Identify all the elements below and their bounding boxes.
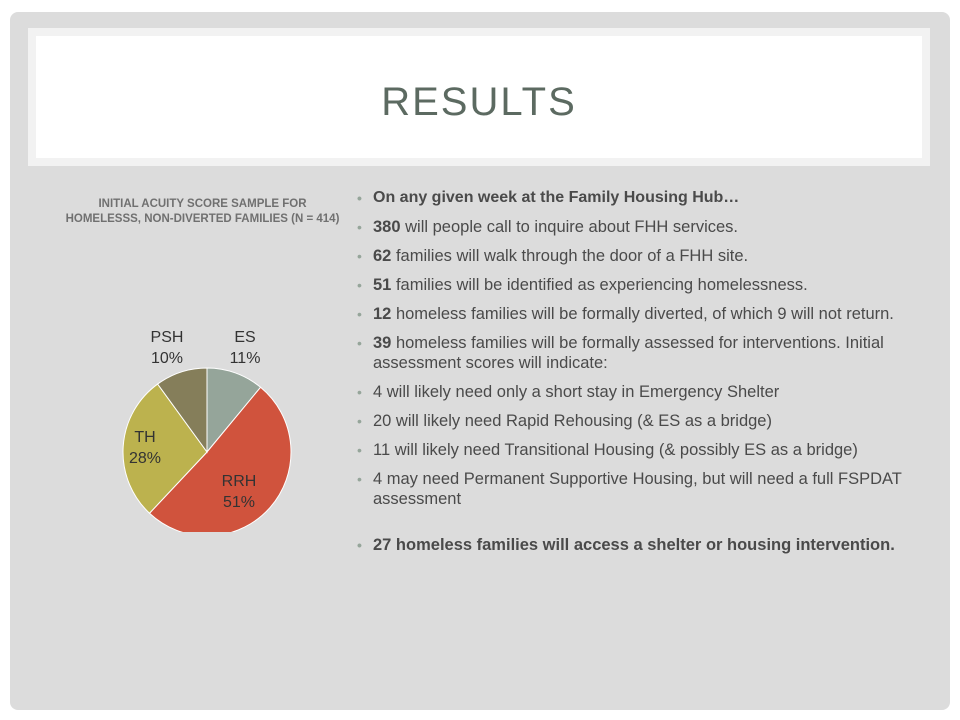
bullet-list: On any given week at the Family Housing … xyxy=(355,188,925,564)
chart-title: INITIAL ACUITY SCORE SAMPLE FOR HOMELESS… xyxy=(65,198,340,225)
bullet-es: 4 will likely need only a short stay in … xyxy=(355,382,925,402)
pie-pct-th: 28% xyxy=(129,450,161,467)
pie-slice-rrh xyxy=(148,386,292,532)
bullet-number: 51 xyxy=(373,276,392,294)
bullet-final: 27 homeless families will access a shelt… xyxy=(355,535,925,555)
pie-pct-psh: 10% xyxy=(151,350,183,367)
title-band: RESULTS xyxy=(28,28,930,166)
bullet-number: 39 xyxy=(373,334,392,352)
bullet-number: 62 xyxy=(373,247,392,265)
pie-slice-psh xyxy=(156,367,208,454)
bullet-th: 11 will likely need Transitional Housing… xyxy=(355,440,925,460)
pie-pct-es: 11% xyxy=(230,350,261,367)
pie-label-psh: PSH xyxy=(151,329,184,346)
slide: RESULTS INITIAL ACUITY SCORE SAMPLE FOR … xyxy=(10,12,950,710)
bullet-text: families will be identified as experienc… xyxy=(391,276,808,294)
pie-label-es: ES xyxy=(234,329,255,346)
pie-label-th: TH xyxy=(134,429,155,446)
bullet-diverted: 12 homeless families will be formally di… xyxy=(355,304,925,324)
bullet-header: On any given week at the Family Housing … xyxy=(355,188,925,208)
pie-label-rrh: RRH xyxy=(222,473,257,490)
bullet-text: homeless families will be formally asses… xyxy=(373,334,884,372)
title-box: RESULTS xyxy=(36,36,922,158)
slide-title: RESULTS xyxy=(381,79,577,124)
pie-slice-th xyxy=(122,383,208,514)
bullet-assessed: 39 homeless families will be formally as… xyxy=(355,333,925,373)
bullet-rrh: 20 will likely need Rapid Rehousing (& E… xyxy=(355,411,925,431)
bullet-calls: 380 will people call to inquire about FH… xyxy=(355,217,925,237)
bullet-psh: 4 may need Permanent Supportive Housing,… xyxy=(355,469,925,509)
pie-pct-rrh: 51% xyxy=(223,494,255,511)
bullet-text: homeless families will be formally diver… xyxy=(391,305,894,323)
bullet-text: will people call to inquire about FHH se… xyxy=(400,218,739,236)
bullet-number: 12 xyxy=(373,305,392,323)
bullet-text: families will walk through the door of a… xyxy=(391,247,749,265)
bullet-homeless: 51 families will be identified as experi… xyxy=(355,275,925,295)
bullet-walkins: 62 families will walk through the door o… xyxy=(355,246,925,266)
bullet-number: 380 xyxy=(373,218,401,236)
pie-chart: ES 11% RRH 51% TH 28% PSH 10% xyxy=(122,329,292,532)
